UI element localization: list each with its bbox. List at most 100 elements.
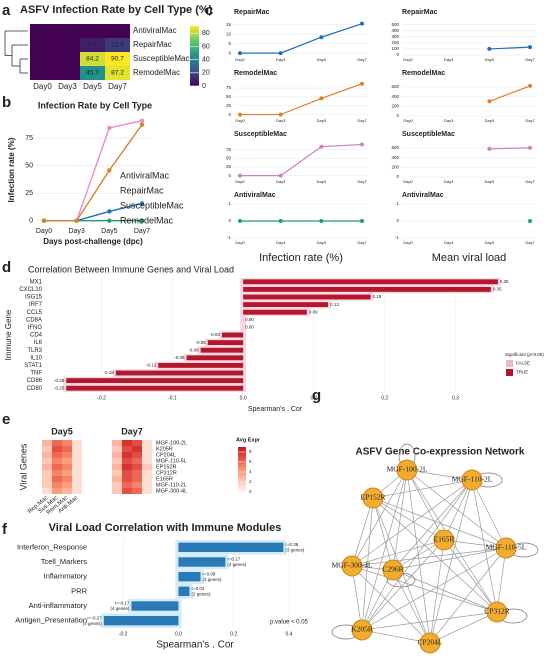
panel-title: SusceptibleMac bbox=[402, 131, 455, 138]
node bbox=[495, 537, 517, 559]
node bbox=[362, 487, 384, 509]
y-tick-label: 15 bbox=[226, 22, 232, 27]
node bbox=[351, 619, 373, 641]
x-tick-label: Day5 bbox=[317, 118, 327, 123]
value-label: -0.03 bbox=[210, 332, 221, 337]
cell-label: 8.4 bbox=[88, 42, 97, 49]
heat-cell bbox=[52, 482, 62, 488]
y-tick-label: 500 bbox=[391, 22, 399, 27]
heat-cell bbox=[122, 476, 132, 482]
category-label: Inflammatory bbox=[44, 572, 88, 581]
heat-cell bbox=[105, 66, 130, 80]
cell-label: 90.7 bbox=[111, 56, 124, 63]
legend-title: Significant (p<0.05) bbox=[505, 352, 544, 357]
panel-title: RemodelMac bbox=[402, 70, 445, 77]
x-tick-label: Day3 bbox=[276, 179, 286, 184]
x-tick-label: 0.0 bbox=[240, 395, 247, 401]
y-tick-label: 0 bbox=[228, 112, 231, 117]
heat-cell bbox=[72, 440, 82, 446]
heat-cell bbox=[72, 452, 82, 458]
colorbar-label: 8 bbox=[249, 449, 252, 454]
legend-label: AntiviralMac bbox=[120, 170, 170, 180]
x-tick-label: Day5 bbox=[485, 179, 495, 184]
x-axis-label: Days post-challenge (dpc) bbox=[43, 237, 143, 246]
heat-cell bbox=[72, 458, 82, 464]
y-axis-label: Immune Gene bbox=[4, 309, 13, 360]
value-label: 0.18 bbox=[373, 294, 382, 299]
heat-cell bbox=[42, 476, 52, 482]
node bbox=[396, 459, 418, 481]
x-tick-label: Day3 bbox=[276, 118, 286, 123]
panel-title: SusceptibleMac bbox=[234, 131, 287, 138]
point bbox=[360, 142, 364, 147]
heat-cell bbox=[52, 470, 62, 476]
node bbox=[341, 555, 363, 577]
x-tick-label: Day7 bbox=[525, 179, 535, 184]
heat-cell bbox=[142, 464, 152, 470]
point bbox=[238, 51, 242, 56]
legend-label: RemodelMac bbox=[120, 215, 174, 225]
heat-cell bbox=[62, 470, 72, 476]
row-label: AntiviralMac bbox=[133, 26, 177, 35]
value-label: 0.09 bbox=[309, 309, 318, 314]
bar bbox=[243, 302, 329, 308]
x-tick-label: Day5 bbox=[485, 118, 495, 123]
heat-cell bbox=[142, 488, 152, 494]
row-label: E165R bbox=[156, 476, 173, 482]
x-tick-label: Day3 bbox=[68, 228, 84, 235]
node bbox=[419, 632, 441, 654]
edge bbox=[351, 565, 363, 631]
point bbox=[238, 219, 242, 223]
edge bbox=[392, 479, 473, 571]
y-axis-label: Viral Genes bbox=[18, 443, 28, 490]
value-label: r=0.04 bbox=[191, 586, 204, 591]
row-label: MGF-110-2L bbox=[156, 482, 187, 488]
point bbox=[278, 51, 283, 56]
bar bbox=[131, 601, 179, 611]
point bbox=[319, 144, 324, 149]
value-label: 0.00 bbox=[245, 325, 254, 330]
bar bbox=[207, 340, 244, 346]
bar bbox=[66, 378, 244, 384]
x-tick-label: Day7 bbox=[357, 240, 367, 245]
edge bbox=[361, 469, 408, 631]
value-label: r=-0.27 bbox=[87, 615, 102, 620]
x-tick-label: -0.2 bbox=[119, 631, 128, 637]
point bbox=[278, 173, 283, 178]
chart-title: ASFV Gene Co-expression Network bbox=[356, 447, 525, 458]
y-tick-label: -1 bbox=[227, 235, 231, 240]
legend-label: FALSE bbox=[516, 361, 530, 366]
series-line bbox=[489, 147, 531, 150]
heat-cell bbox=[52, 440, 62, 446]
heat-cell bbox=[105, 38, 130, 52]
point bbox=[107, 168, 112, 173]
heat-cell bbox=[42, 458, 52, 464]
heat-cell bbox=[105, 52, 130, 66]
x-tick-label: Day0 bbox=[235, 57, 245, 62]
panel-title: Day7 bbox=[121, 426, 143, 436]
heat-cell bbox=[42, 488, 52, 494]
chart-title: ASFV Infection Rate by Cell Type (%) bbox=[20, 4, 213, 16]
point bbox=[139, 201, 145, 206]
bar bbox=[243, 286, 491, 292]
x-axis-label: Infection rate (%) bbox=[259, 252, 343, 264]
y-tick-label: 200 bbox=[391, 164, 399, 169]
y-tick-label: 400 bbox=[391, 155, 399, 160]
heat-cell bbox=[52, 446, 62, 452]
column-label: Day3 bbox=[58, 82, 77, 91]
node-label: EP152R bbox=[360, 493, 385, 502]
point bbox=[238, 112, 242, 117]
heat-cell bbox=[112, 482, 122, 488]
annotation: (4 genes) bbox=[227, 562, 247, 567]
heat-cell bbox=[72, 476, 82, 482]
edge bbox=[372, 497, 498, 613]
y-tick-label: 0 bbox=[396, 113, 399, 118]
column-label: Day7 bbox=[108, 82, 127, 91]
panel-letter: a bbox=[2, 2, 11, 19]
panel-title: RemodelMac bbox=[234, 70, 277, 77]
bar bbox=[186, 355, 244, 361]
y-tick-label: 5 bbox=[228, 41, 231, 46]
colorbar bbox=[238, 447, 246, 492]
heat-cell bbox=[52, 476, 62, 482]
edge bbox=[361, 629, 431, 644]
